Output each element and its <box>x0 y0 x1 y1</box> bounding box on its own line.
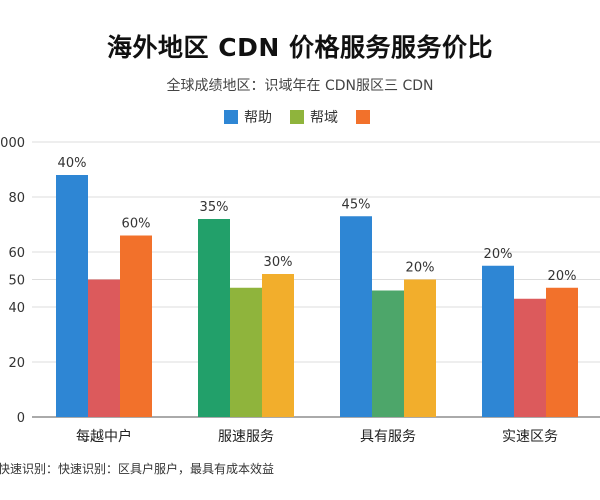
bar-g1-s3 <box>120 235 152 417</box>
bar-g3-s1 <box>340 216 372 417</box>
legend-item-2: 帮域 <box>290 107 338 127</box>
y-tick-label-3: 50 <box>8 274 25 289</box>
y-tick-label-0: 0 <box>17 411 25 426</box>
legend-label-1: 帮助 <box>244 110 272 126</box>
bar-g2-s1 <box>198 219 230 417</box>
legend-label-2: 帮域 <box>310 110 338 126</box>
bar-g4-s2 <box>514 298 546 417</box>
legend-swatch-2 <box>290 110 304 124</box>
x-category-label-1: 每越中户 <box>76 428 132 445</box>
x-category-label-2: 服速服务 <box>218 429 274 445</box>
data-label-g1-s3: 60% <box>122 217 151 232</box>
bar-g3-s2 <box>372 290 404 417</box>
data-label-g4-s1: 20% <box>484 247 513 262</box>
x-category-label-4: 实速区务 <box>502 429 558 445</box>
data-label-g4-s3: 20% <box>548 269 577 284</box>
bar-g4-s1 <box>482 265 514 417</box>
legend-swatch-1 <box>224 110 238 124</box>
data-label-g2-s3: 30% <box>264 255 293 270</box>
bar-g3-s3 <box>404 279 436 417</box>
bar-g4-s3 <box>546 287 578 417</box>
legend-item-3 <box>356 107 376 127</box>
y-tick-label-4: 60 <box>8 246 25 261</box>
y-tick-label-6: 000 <box>0 136 25 151</box>
bar-g2-s2 <box>230 287 262 417</box>
y-tick-label-5: 80 <box>8 191 25 206</box>
footnote: 快速识别：快速识别：区具户服户，最具有成本效益 <box>0 462 275 476</box>
x-category-label-3: 具有服务 <box>360 429 416 445</box>
bar-g2-s3 <box>262 274 294 417</box>
legend-item-1: 帮助 <box>224 107 272 127</box>
chart-subtitle: 全球成绩地区：识域年在 CDN服区三 CDN <box>166 78 434 94</box>
bar-g1-s1 <box>56 175 88 417</box>
data-label-g3-s3: 20% <box>406 261 435 276</box>
data-label-g1-s1: 40% <box>58 156 87 171</box>
bar-g1-s2 <box>88 279 120 417</box>
y-tick-label-2: 40 <box>8 301 25 316</box>
chart-title: 海外地区 CDN 价格服务服务价比 <box>107 33 493 62</box>
data-label-g2-s1: 35% <box>200 200 229 215</box>
legend-swatch-3 <box>356 110 370 124</box>
y-tick-label-1: 20 <box>8 356 25 371</box>
legend: 帮助 帮域 <box>0 107 600 127</box>
data-label-g3-s1: 45% <box>342 197 371 212</box>
